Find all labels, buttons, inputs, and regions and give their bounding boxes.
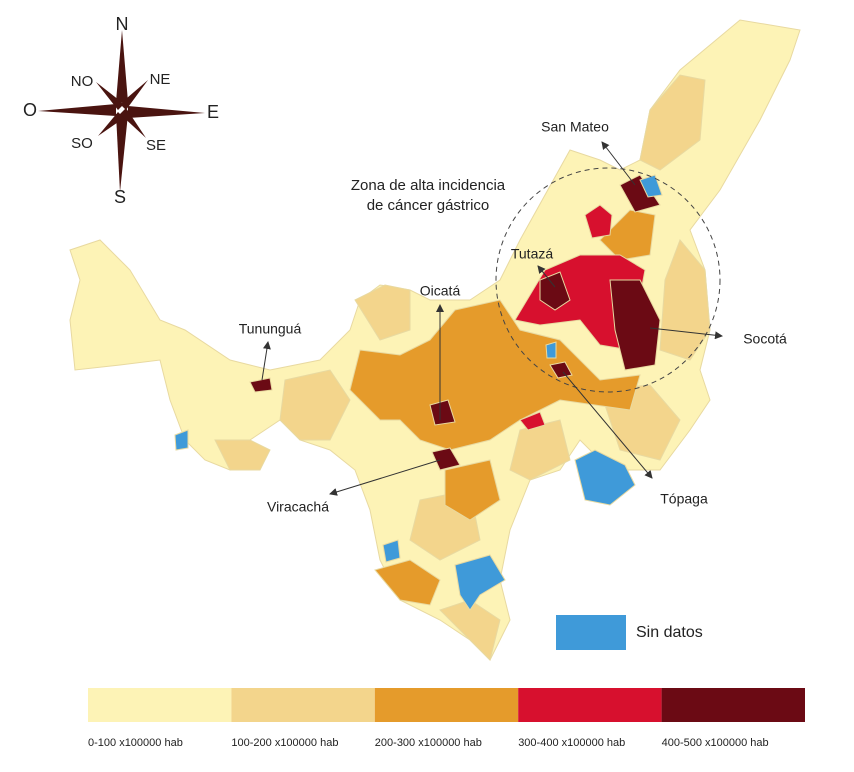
scale-label: 100-200 x100000 hab: [231, 737, 338, 749]
places: San Mateo Tutazá Oicatá Tununguá Socotá Virac…: [239, 119, 787, 515]
legend: Sin datos 0-100 x100000 hab 100-200 x10000…: [88, 615, 805, 749]
compass-n: N: [116, 14, 129, 34]
annotation-line: Zona de alta incidencia: [351, 177, 506, 194]
high-incidence-zone: [495, 167, 721, 393]
scale-swatch: [661, 688, 805, 722]
place-label: Tópaga: [660, 491, 708, 507]
scale-label: 200-300 x100000 hab: [375, 737, 482, 749]
scale-swatch: [518, 688, 662, 722]
annotation-line: de cáncer gástrico: [367, 197, 490, 214]
place-label: Oicatá: [420, 283, 461, 299]
place-label: Tutazá: [511, 246, 553, 262]
scale-swatch: [374, 688, 519, 722]
compass-se: SE: [146, 137, 166, 154]
no-data-swatch: [556, 615, 626, 650]
place-label: Socotá: [743, 331, 787, 347]
scale-swatch: [88, 688, 232, 722]
no-data-label: Sin datos: [636, 624, 703, 641]
compass-e: E: [207, 102, 219, 122]
compass-ne: NE: [150, 71, 171, 88]
compass-o: O: [23, 100, 37, 120]
place-arrow: [537, 265, 556, 288]
place-arrow: [562, 371, 653, 479]
place-label: Viracachá: [267, 499, 329, 515]
region: [69, 19, 801, 661]
place-arrow: [329, 459, 441, 496]
compass: [38, 30, 205, 192]
place-arrow: [261, 341, 271, 381]
place-label: Tununguá: [239, 321, 302, 337]
place-arrow: [601, 141, 636, 186]
place-arrow: [649, 327, 723, 340]
compass-so: SO: [71, 135, 93, 152]
scale-swatch: [231, 688, 375, 722]
scale-label: 400-500 x100000 hab: [662, 737, 769, 749]
scale-label: 0-100 x100000 hab: [88, 737, 183, 749]
compass-no: NO: [71, 73, 94, 90]
compass-s: S: [114, 187, 126, 207]
scale-label: 300-400 x100000 hab: [518, 737, 625, 749]
place-label: San Mateo: [541, 119, 609, 135]
